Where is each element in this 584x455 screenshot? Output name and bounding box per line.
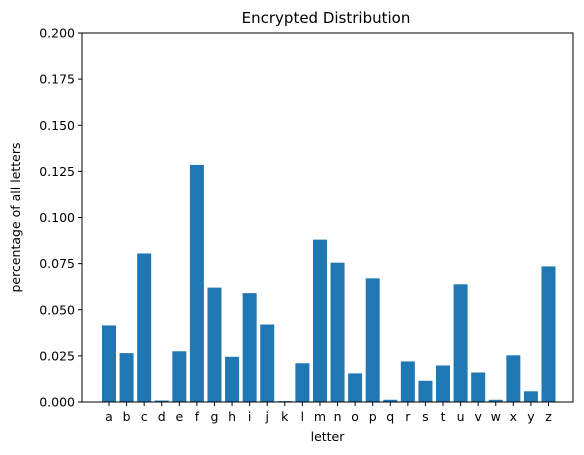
x-tick-label: b — [123, 409, 131, 424]
y-tick-label: 0.025 — [39, 348, 75, 363]
y-tick-label: 0.000 — [39, 395, 75, 410]
x-tick-label: k — [281, 409, 289, 424]
x-tick-label: y — [527, 409, 535, 424]
y-axis: 0.000 0.025 0.050 0.075 0.100 0.125 0.150 0.175… — [39, 26, 82, 410]
x-tick-label: r — [405, 409, 411, 424]
x-tick-label: n — [334, 409, 342, 424]
x-tick-label: m — [314, 409, 326, 424]
bar-h — [225, 356, 240, 402]
bar-t — [436, 365, 451, 402]
x-tick-label: j — [264, 409, 268, 424]
bar-p — [365, 278, 380, 402]
x-tick-label: a — [105, 409, 113, 424]
bar-b — [119, 353, 134, 402]
bar-o — [348, 373, 363, 402]
x-tick-label: o — [351, 409, 359, 424]
bar-c — [137, 253, 152, 402]
x-tick-label: p — [369, 409, 377, 424]
bar-y — [523, 391, 538, 402]
x-tick-label: z — [545, 409, 552, 424]
bar-e — [172, 351, 187, 402]
bar-i — [242, 293, 257, 402]
x-axis-label: letter — [311, 429, 346, 444]
x-tick-label: i — [248, 409, 251, 424]
x-tick-label: w — [491, 409, 501, 424]
bar-n — [330, 262, 345, 402]
bar-a — [102, 325, 116, 402]
x-tick-label: f — [195, 409, 200, 424]
x-tick-label: d — [158, 409, 166, 424]
bar-l — [295, 363, 310, 402]
y-tick-label: 0.200 — [39, 26, 75, 41]
y-tick-label: 0.075 — [39, 256, 75, 271]
bar-s — [418, 380, 433, 402]
bar-f — [189, 164, 204, 402]
bar-u — [453, 284, 468, 402]
bars — [102, 164, 556, 402]
bar-q — [383, 399, 398, 402]
x-tick-label: v — [474, 409, 482, 424]
x-tick-label: x — [510, 409, 517, 424]
plot-frame — [81, 32, 574, 403]
bar-w — [488, 399, 503, 402]
y-tick-label: 0.175 — [39, 72, 75, 87]
x-tick-label: h — [228, 409, 236, 424]
y-tick-label: 0.125 — [39, 164, 75, 179]
bar-z — [541, 266, 556, 402]
x-tick-label: q — [386, 409, 394, 424]
bar-d — [154, 400, 169, 402]
x-tick-label: g — [211, 409, 219, 424]
x-tick-label: t — [441, 409, 446, 424]
bar-m — [312, 239, 327, 402]
bar-g — [207, 287, 222, 402]
x-tick-label: s — [422, 409, 429, 424]
y-axis-label: percentage of all letters — [8, 142, 23, 292]
y-tick-label: 0.150 — [39, 118, 75, 133]
y-tick-label: 0.100 — [39, 210, 75, 225]
x-tick-label: u — [457, 409, 465, 424]
x-tick-label: l — [301, 409, 304, 424]
bar-j — [260, 324, 275, 402]
y-tick-label: 0.050 — [39, 302, 75, 317]
x-tick-label: e — [175, 409, 183, 424]
bar-x — [506, 355, 521, 402]
x-tick-label: c — [141, 409, 148, 424]
bar-v — [471, 372, 486, 402]
chart-title: Encrypted Distribution — [242, 9, 411, 27]
bar-r — [400, 361, 415, 402]
